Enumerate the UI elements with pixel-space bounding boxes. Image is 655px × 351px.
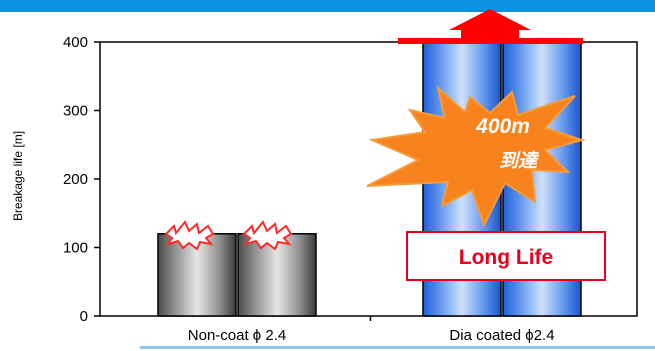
category-label-1: Dia coated ϕ2.4: [449, 327, 554, 344]
up-arrow-icon: [398, 9, 583, 44]
arrow-top-bar: [398, 38, 583, 44]
burst-value-text: 400m: [475, 115, 530, 138]
arrow-head: [449, 9, 531, 38]
starburst-shape: [366, 85, 586, 228]
y-tick-label: 200: [63, 171, 88, 188]
bar-0-1: [237, 233, 317, 317]
axes: [94, 41, 638, 321]
y-tick-label: 0: [80, 308, 88, 325]
starburst-callout: 400m 到達: [366, 85, 586, 228]
burst-reached-text: 到達: [499, 150, 540, 172]
y-axis-label: Breakage life [m]: [11, 131, 25, 221]
category-label-0: Non-coat ϕ 2.4: [188, 327, 286, 344]
bottom-line: [140, 346, 655, 349]
burst-mark-right: [242, 220, 293, 251]
category-labels: Non-coat ϕ 2.4 Dia coated ϕ2.4: [188, 327, 555, 344]
burst-mark-left: [164, 220, 215, 251]
badge-box: [406, 231, 606, 281]
y-tick-label: 100: [63, 240, 88, 257]
y-tick-label: 400: [63, 34, 88, 51]
top-band: [0, 0, 655, 12]
badge-label: Long Life: [459, 246, 553, 269]
long-life-badge: Long Life: [406, 231, 606, 281]
y-tick-labels: 0 100 200 300 400: [63, 34, 88, 325]
y-tick-label: 300: [63, 103, 88, 120]
